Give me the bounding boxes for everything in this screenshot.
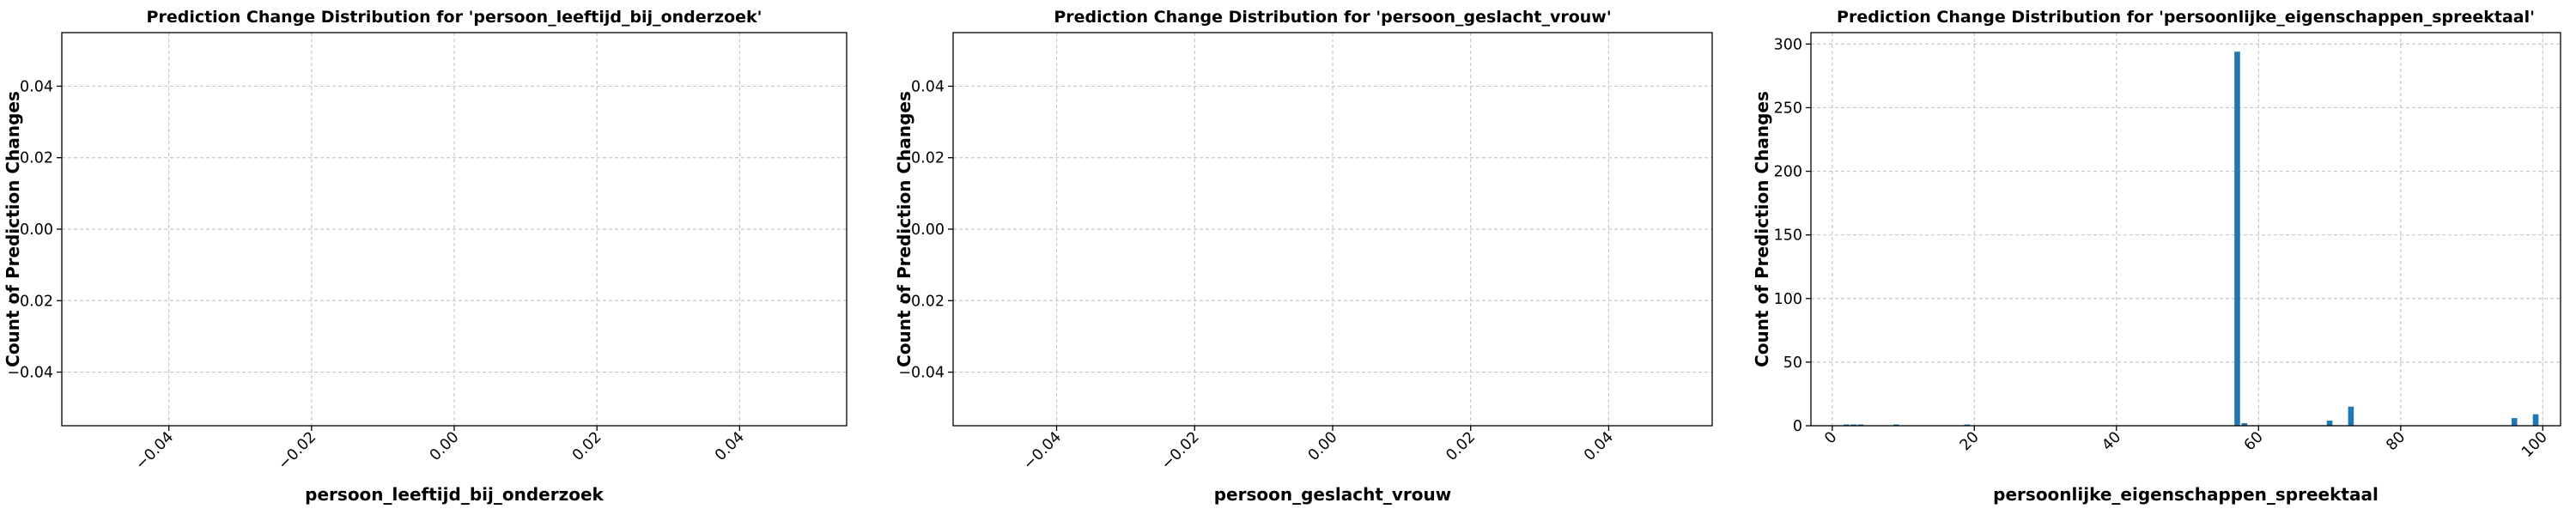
bar xyxy=(1893,424,1899,426)
x-tick-label: 0.02 xyxy=(1443,428,1479,464)
bar xyxy=(2511,418,2518,426)
subplot-2: −0.04 −0.02 0.00 0.02 0.04 −0.04 −0.02 0.00 0.02… xyxy=(894,8,1713,505)
x-tick-label: 100 xyxy=(2518,428,2551,461)
x-tick-label: 60 xyxy=(2241,428,2267,454)
x-tick-label: 0.04 xyxy=(712,428,748,464)
x-tick-label: −0.04 xyxy=(1020,428,1065,473)
bar xyxy=(2532,414,2539,426)
y-axis-label: Count of Prediction Changes xyxy=(3,91,23,367)
y-tick-label: 0 xyxy=(1793,418,1802,435)
chart-title: Prediction Change Distribution for 'pers… xyxy=(1054,8,1611,27)
x-axis-label: persoon_leeftijd_bij_onderzoek xyxy=(305,484,604,505)
x-tick-label: −0.04 xyxy=(132,428,177,473)
bar xyxy=(1850,424,1856,426)
y-tick-label: 300 xyxy=(1774,36,1802,53)
subplot-3: 0 50 100 150 200 250 300 0 20 40 60 80 100 Prediction… xyxy=(1752,8,2561,505)
y-tick-label: 0.00 xyxy=(911,221,945,239)
bar xyxy=(2234,52,2240,427)
x-tick-label: 0.00 xyxy=(427,428,463,464)
chart-title: Prediction Change Distribution for 'pers… xyxy=(1837,8,2535,27)
x-axis-label: persoon_geslacht_vrouw xyxy=(1214,484,1452,505)
x-tick-label: 0.04 xyxy=(1581,428,1617,464)
x-tick-label: 0.02 xyxy=(569,428,605,464)
bar xyxy=(2326,421,2333,426)
bar xyxy=(2348,406,2354,426)
y-tick-label: 0.04 xyxy=(20,78,53,95)
x-tick-label: −0.02 xyxy=(1158,428,1203,473)
x-axis-label: persoonlijke_eigenschappen_spreektaal xyxy=(1993,484,2379,505)
x-tick-label: 20 xyxy=(1957,428,1983,454)
y-tick-label: 0.02 xyxy=(911,150,945,167)
axes-frame xyxy=(1810,32,2561,427)
y-axis-label: Count of Prediction Changes xyxy=(894,91,914,367)
bar xyxy=(1857,424,1864,426)
y-tick-label: 0.00 xyxy=(20,221,53,239)
x-tick-label: −0.02 xyxy=(275,428,319,473)
y-tick-label: 0.02 xyxy=(20,150,53,167)
y-tick-label: 250 xyxy=(1774,100,1802,117)
chart-title: Prediction Change Distribution for 'pers… xyxy=(147,8,762,27)
y-tick-label: −0.04 xyxy=(898,365,945,382)
y-axis-label: Count of Prediction Changes xyxy=(1752,91,1772,367)
y-tick-label: −0.02 xyxy=(898,293,945,310)
x-tick-label: 0 xyxy=(1821,428,1840,447)
y-tick-label: 50 xyxy=(1783,354,1802,372)
subplot-1: −0.04 −0.02 0.00 0.02 0.04 −0.04 −0.02 0.00 0.02… xyxy=(3,8,848,505)
bar xyxy=(1844,424,1850,426)
x-tick-label: 80 xyxy=(2383,428,2409,454)
y-tick-label: 100 xyxy=(1774,291,1802,308)
bar xyxy=(1964,424,1971,426)
bar xyxy=(2241,423,2248,426)
y-tick-label: −0.04 xyxy=(7,365,53,382)
y-tick-label: 0.04 xyxy=(911,78,945,95)
y-tick-label: −0.02 xyxy=(7,293,53,310)
y-tick-label: 150 xyxy=(1774,227,1802,245)
x-tick-label: 0.00 xyxy=(1305,428,1341,464)
x-tick-label: 40 xyxy=(2099,428,2124,454)
y-tick-label: 200 xyxy=(1774,164,1802,181)
